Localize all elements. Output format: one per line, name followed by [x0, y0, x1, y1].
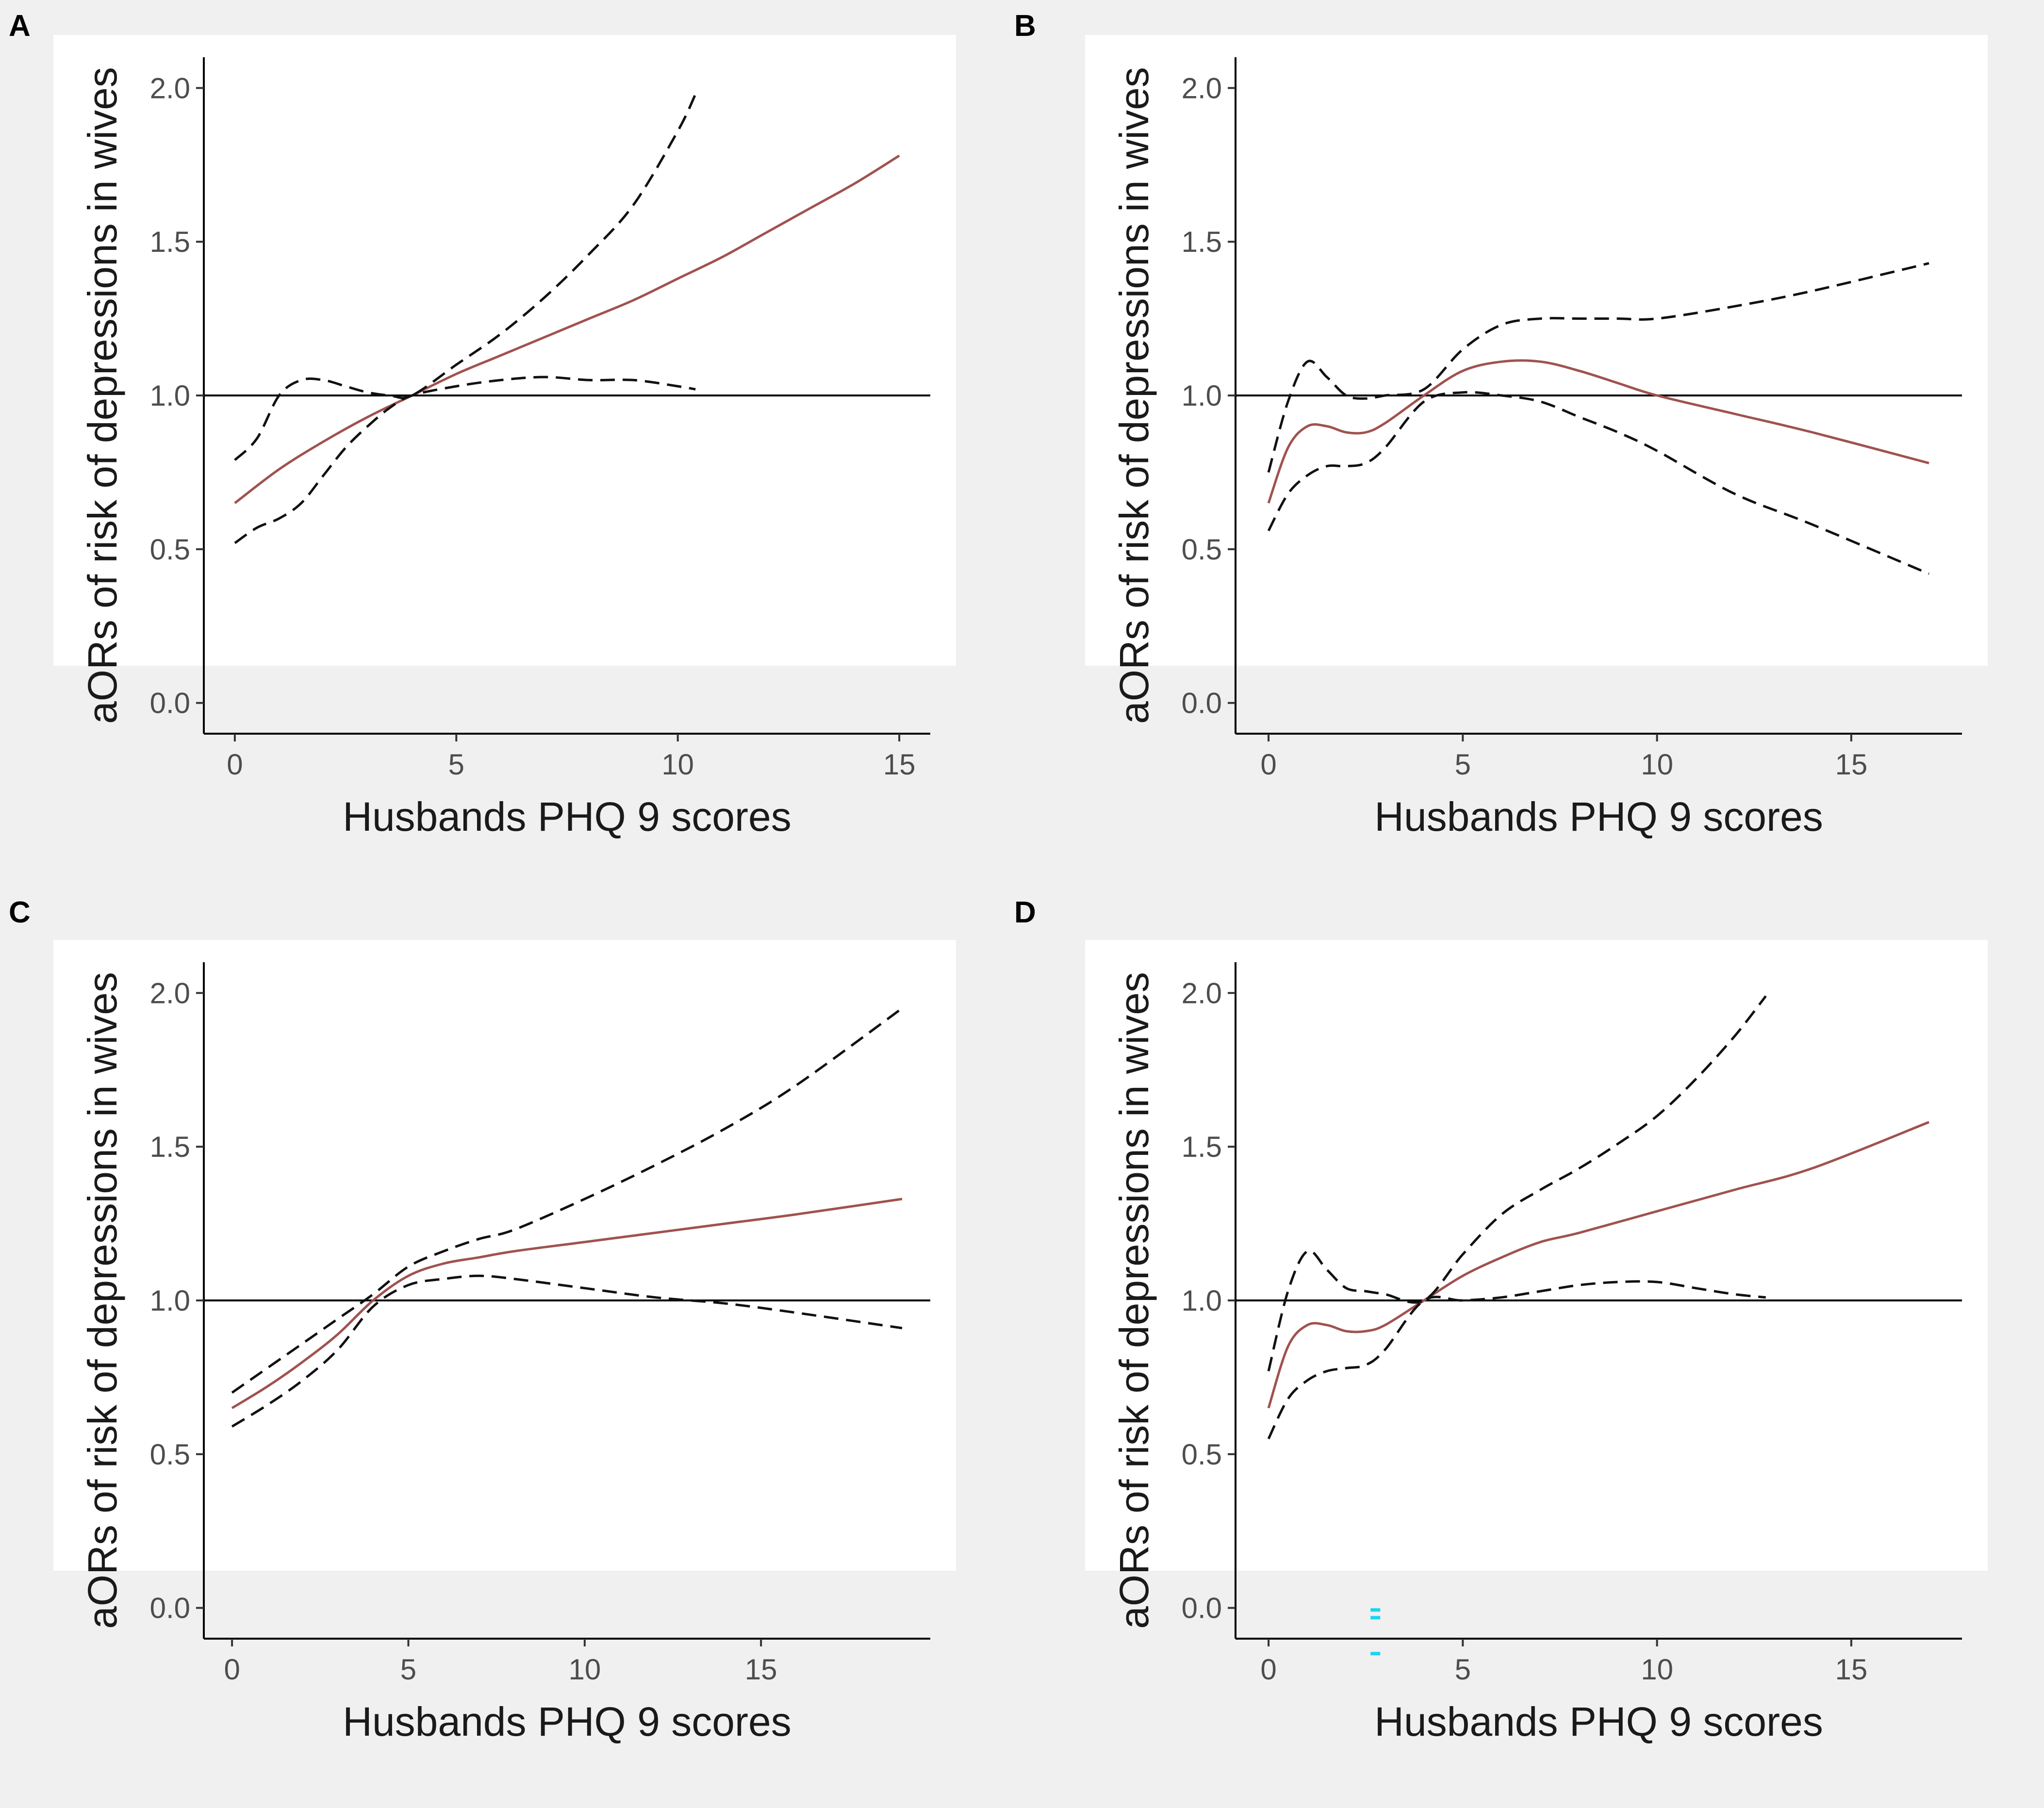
panel-c-x-axis-title: Husbands PHQ 9 scores	[343, 1699, 791, 1744]
panel-c-y-axis-title: aORs of risk of depressions in wives	[80, 972, 125, 1629]
panel-d-x-tick-label: 10	[1641, 1653, 1673, 1686]
panel-a-x-tick-label: 5	[448, 748, 464, 781]
panel-c-y-tick-label: 0.0	[150, 1592, 190, 1625]
panel-d-x-tick-label: 0	[1260, 1653, 1276, 1686]
panel-b-y-tick-label: 2.0	[1182, 72, 1222, 104]
panel-c-plot: 0.0 0.5 1.0 1.5 2.0 0 5 10 15 Husbands PHQ 9 scor…	[80, 962, 930, 1744]
panel-b-y-tick-label: 0.0	[1182, 687, 1222, 720]
panel-b-letter: B	[1014, 9, 1036, 43]
panel-d-marker	[1370, 1652, 1381, 1656]
panel-c-x-tick-label: 10	[568, 1653, 601, 1686]
panel-d-estimate-line	[1267, 1121, 1929, 1409]
panel-c-x-tick-label: 5	[400, 1653, 416, 1686]
panel-d-x-tick-label: 15	[1835, 1653, 1867, 1686]
panel-a-y-tick-label: 0.0	[150, 687, 190, 720]
panel-a-y-tick-label: 1.5	[150, 226, 190, 258]
panel-d-lower-ci-line	[1267, 1280, 1766, 1440]
panel-c-letter: C	[9, 896, 31, 929]
panel-b-upper-ci-line	[1267, 262, 1929, 473]
panel-b-estimate-line	[1267, 359, 1929, 504]
panel-b-x-tick-label: 15	[1835, 748, 1867, 781]
panel-b-y-tick-label: 1.0	[1182, 379, 1222, 412]
panel-a-lower-ci-line	[234, 376, 696, 544]
panel-c-x-tick-label: 15	[745, 1653, 777, 1686]
panel-d-y-axis-title: aORs of risk of depressions in wives	[1111, 972, 1157, 1629]
panel-d-letter: D	[1014, 896, 1036, 929]
panel-d-y-tick-label: 1.0	[1182, 1284, 1222, 1317]
panel-a-y-tick-label: 2.0	[150, 72, 190, 104]
panel-c-estimate-line	[231, 1198, 903, 1409]
panel-c-x-tick-label: 0	[224, 1653, 240, 1686]
panel-a-plot: 0.0 0.5 1.0 1.5 2.0 0 5 10 15 Husbands PHQ 9 scor…	[80, 57, 930, 839]
panel-c-y-tick-label: 1.0	[150, 1284, 190, 1317]
panel-d-plot: 0.0 0.5 1.0 1.5 2.0 0 5 10 15 Husbands PHQ 9 scor…	[1111, 962, 1962, 1744]
panel-b-y-tick-label: 0.5	[1182, 533, 1222, 566]
panel-a-letter: A	[9, 9, 31, 43]
panel-c-y-tick-label: 1.5	[150, 1131, 190, 1163]
panel-c-y-tick-label: 0.5	[150, 1438, 190, 1471]
panel-b-x-tick-label: 0	[1260, 748, 1276, 781]
panel-a-x-axis-title: Husbands PHQ 9 scores	[343, 794, 791, 839]
panel-d-y-tick-label: 0.0	[1182, 1592, 1222, 1625]
panel-a-estimate-line	[234, 154, 900, 504]
panel-d-x-tick-label: 5	[1455, 1653, 1471, 1686]
panel-d-y-tick-label: 2.0	[1182, 977, 1222, 1009]
panel-b-y-tick-label: 1.5	[1182, 226, 1222, 258]
panel-d-y-tick-label: 0.5	[1182, 1438, 1222, 1471]
panel-c-lower-ci-line	[231, 1274, 903, 1428]
panel-b-y-axis-title: aORs of risk of depressions in wives	[1111, 67, 1157, 724]
panel-a-x-tick-label: 10	[661, 748, 694, 781]
panel-b-x-tick-label: 5	[1455, 748, 1471, 781]
panel-a-y-tick-label: 0.5	[150, 533, 190, 566]
panel-b-x-axis-title: Husbands PHQ 9 scores	[1374, 794, 1823, 839]
panel-a-y-axis-title: aORs of risk of depressions in wives	[80, 67, 125, 724]
panel-d-y-tick-label: 1.5	[1182, 1131, 1222, 1163]
panel-d-x-axis-title: Husbands PHQ 9 scores	[1374, 1699, 1823, 1744]
panel-c-y-tick-label: 2.0	[150, 977, 190, 1009]
panel-b-lower-ci-line	[1267, 391, 1929, 575]
panel-d-marker	[1370, 1608, 1381, 1612]
panel-c-upper-ci-line	[231, 1007, 903, 1394]
panel-a-x-tick-label: 15	[883, 748, 916, 781]
panel-a-x-tick-label: 0	[227, 748, 243, 781]
panel-d-upper-ci-line	[1267, 995, 1767, 1372]
panel-a-upper-ci-line	[234, 93, 697, 461]
panel-b-x-tick-label: 10	[1641, 748, 1673, 781]
panel-b-plot: 0.0 0.5 1.0 1.5 2.0 0 5 10 15 Husbands PHQ 9 scor…	[1111, 57, 1962, 839]
panel-d-marker	[1370, 1616, 1381, 1620]
panel-a-y-tick-label: 1.0	[150, 379, 190, 412]
